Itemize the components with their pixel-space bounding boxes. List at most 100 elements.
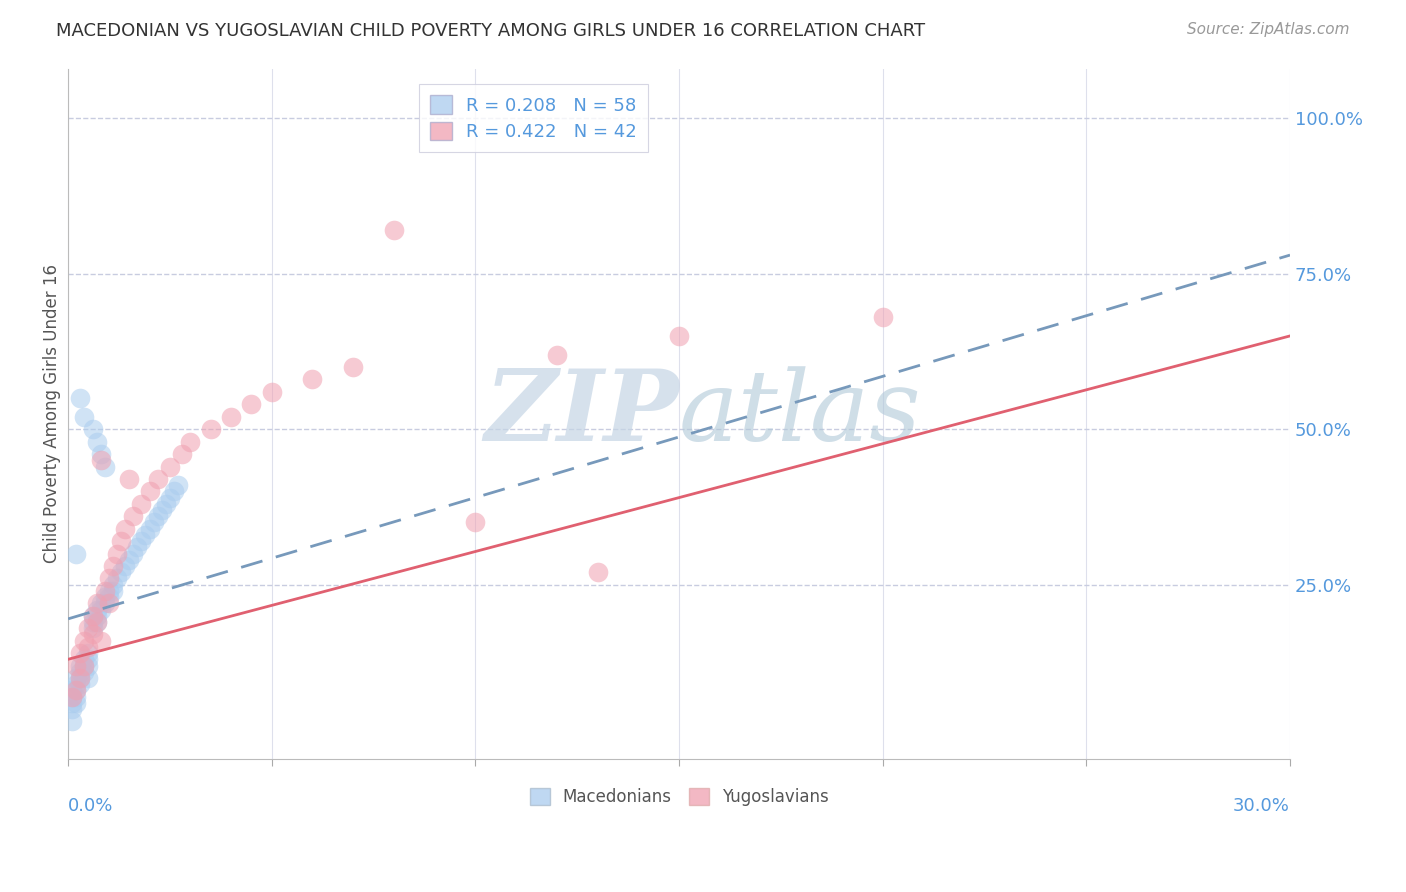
Point [382, 223, 405, 237]
Point [163, 484, 186, 499]
Point [86, 615, 108, 629]
Point [90, 596, 112, 610]
Point [142, 516, 165, 530]
Point [97, 583, 120, 598]
Point [69, 658, 91, 673]
Point [77, 652, 100, 666]
Point [131, 534, 153, 549]
Point [342, 359, 364, 374]
Text: MACEDONIAN VS YUGOSLAVIAN CHILD POVERTY AMONG GIRLS UNDER 16 CORRELATION CHART: MACEDONIAN VS YUGOSLAVIAN CHILD POVERTY … [56, 22, 925, 40]
Point [179, 434, 201, 449]
Text: ZIP: ZIP [484, 366, 679, 462]
Y-axis label: Child Poverty Among Girls Under 16: Child Poverty Among Girls Under 16 [44, 264, 60, 563]
Point [65, 690, 87, 704]
Point [146, 472, 169, 486]
Point [73, 658, 96, 673]
Point [110, 566, 132, 580]
Point [301, 372, 323, 386]
Point [73, 658, 96, 673]
Point [82, 422, 104, 436]
Point [65, 658, 87, 673]
Point [82, 615, 104, 629]
Point [118, 472, 141, 486]
Point [150, 503, 173, 517]
Point [77, 621, 100, 635]
Point [86, 602, 108, 616]
Point [101, 559, 124, 574]
Point [65, 696, 87, 710]
Point [94, 459, 117, 474]
Point [86, 608, 108, 623]
Point [65, 547, 87, 561]
Point [60, 714, 83, 729]
Point [69, 665, 91, 679]
Point [219, 409, 242, 424]
Point [69, 671, 91, 685]
Point [94, 583, 117, 598]
Point [90, 602, 112, 616]
Point [65, 671, 87, 685]
Point [90, 633, 112, 648]
Legend: Macedonians, Yugoslavians: Macedonians, Yugoslavians [523, 781, 835, 813]
Point [82, 621, 104, 635]
Point [94, 590, 117, 604]
Point [260, 384, 283, 399]
Point [114, 559, 136, 574]
Point [73, 665, 96, 679]
Text: 30.0%: 30.0% [1233, 797, 1291, 814]
Point [73, 409, 96, 424]
Point [90, 453, 112, 467]
Point [159, 459, 181, 474]
Point [77, 658, 100, 673]
Point [60, 690, 83, 704]
Point [90, 447, 112, 461]
Point [65, 683, 87, 698]
Point [240, 397, 263, 411]
Point [131, 497, 153, 511]
Point [146, 509, 169, 524]
Point [97, 590, 120, 604]
Point [122, 547, 145, 561]
Point [586, 566, 609, 580]
Point [114, 522, 136, 536]
Point [105, 547, 128, 561]
Point [122, 509, 145, 524]
Point [60, 702, 83, 716]
Text: 0.0%: 0.0% [67, 797, 114, 814]
Point [82, 627, 104, 641]
Point [86, 615, 108, 629]
Point [872, 310, 894, 325]
Point [668, 329, 690, 343]
Point [69, 677, 91, 691]
Point [77, 671, 100, 685]
Point [200, 422, 222, 436]
Point [97, 596, 120, 610]
Point [172, 447, 194, 461]
Point [110, 534, 132, 549]
Point [65, 677, 87, 691]
Point [105, 571, 128, 585]
Point [60, 696, 83, 710]
Point [69, 671, 91, 685]
Point [167, 478, 190, 492]
Point [97, 571, 120, 585]
Point [127, 541, 149, 555]
Point [69, 391, 91, 405]
Point [73, 633, 96, 648]
Point [73, 652, 96, 666]
Point [82, 608, 104, 623]
Point [138, 484, 160, 499]
Point [77, 640, 100, 654]
Point [134, 528, 156, 542]
Point [86, 596, 108, 610]
Point [82, 608, 104, 623]
Point [101, 583, 124, 598]
Point [94, 596, 117, 610]
Point [77, 646, 100, 660]
Point [69, 646, 91, 660]
Point [159, 491, 181, 505]
Text: Source: ZipAtlas.com: Source: ZipAtlas.com [1187, 22, 1350, 37]
Point [155, 497, 177, 511]
Point [118, 553, 141, 567]
Text: atlas: atlas [679, 366, 922, 461]
